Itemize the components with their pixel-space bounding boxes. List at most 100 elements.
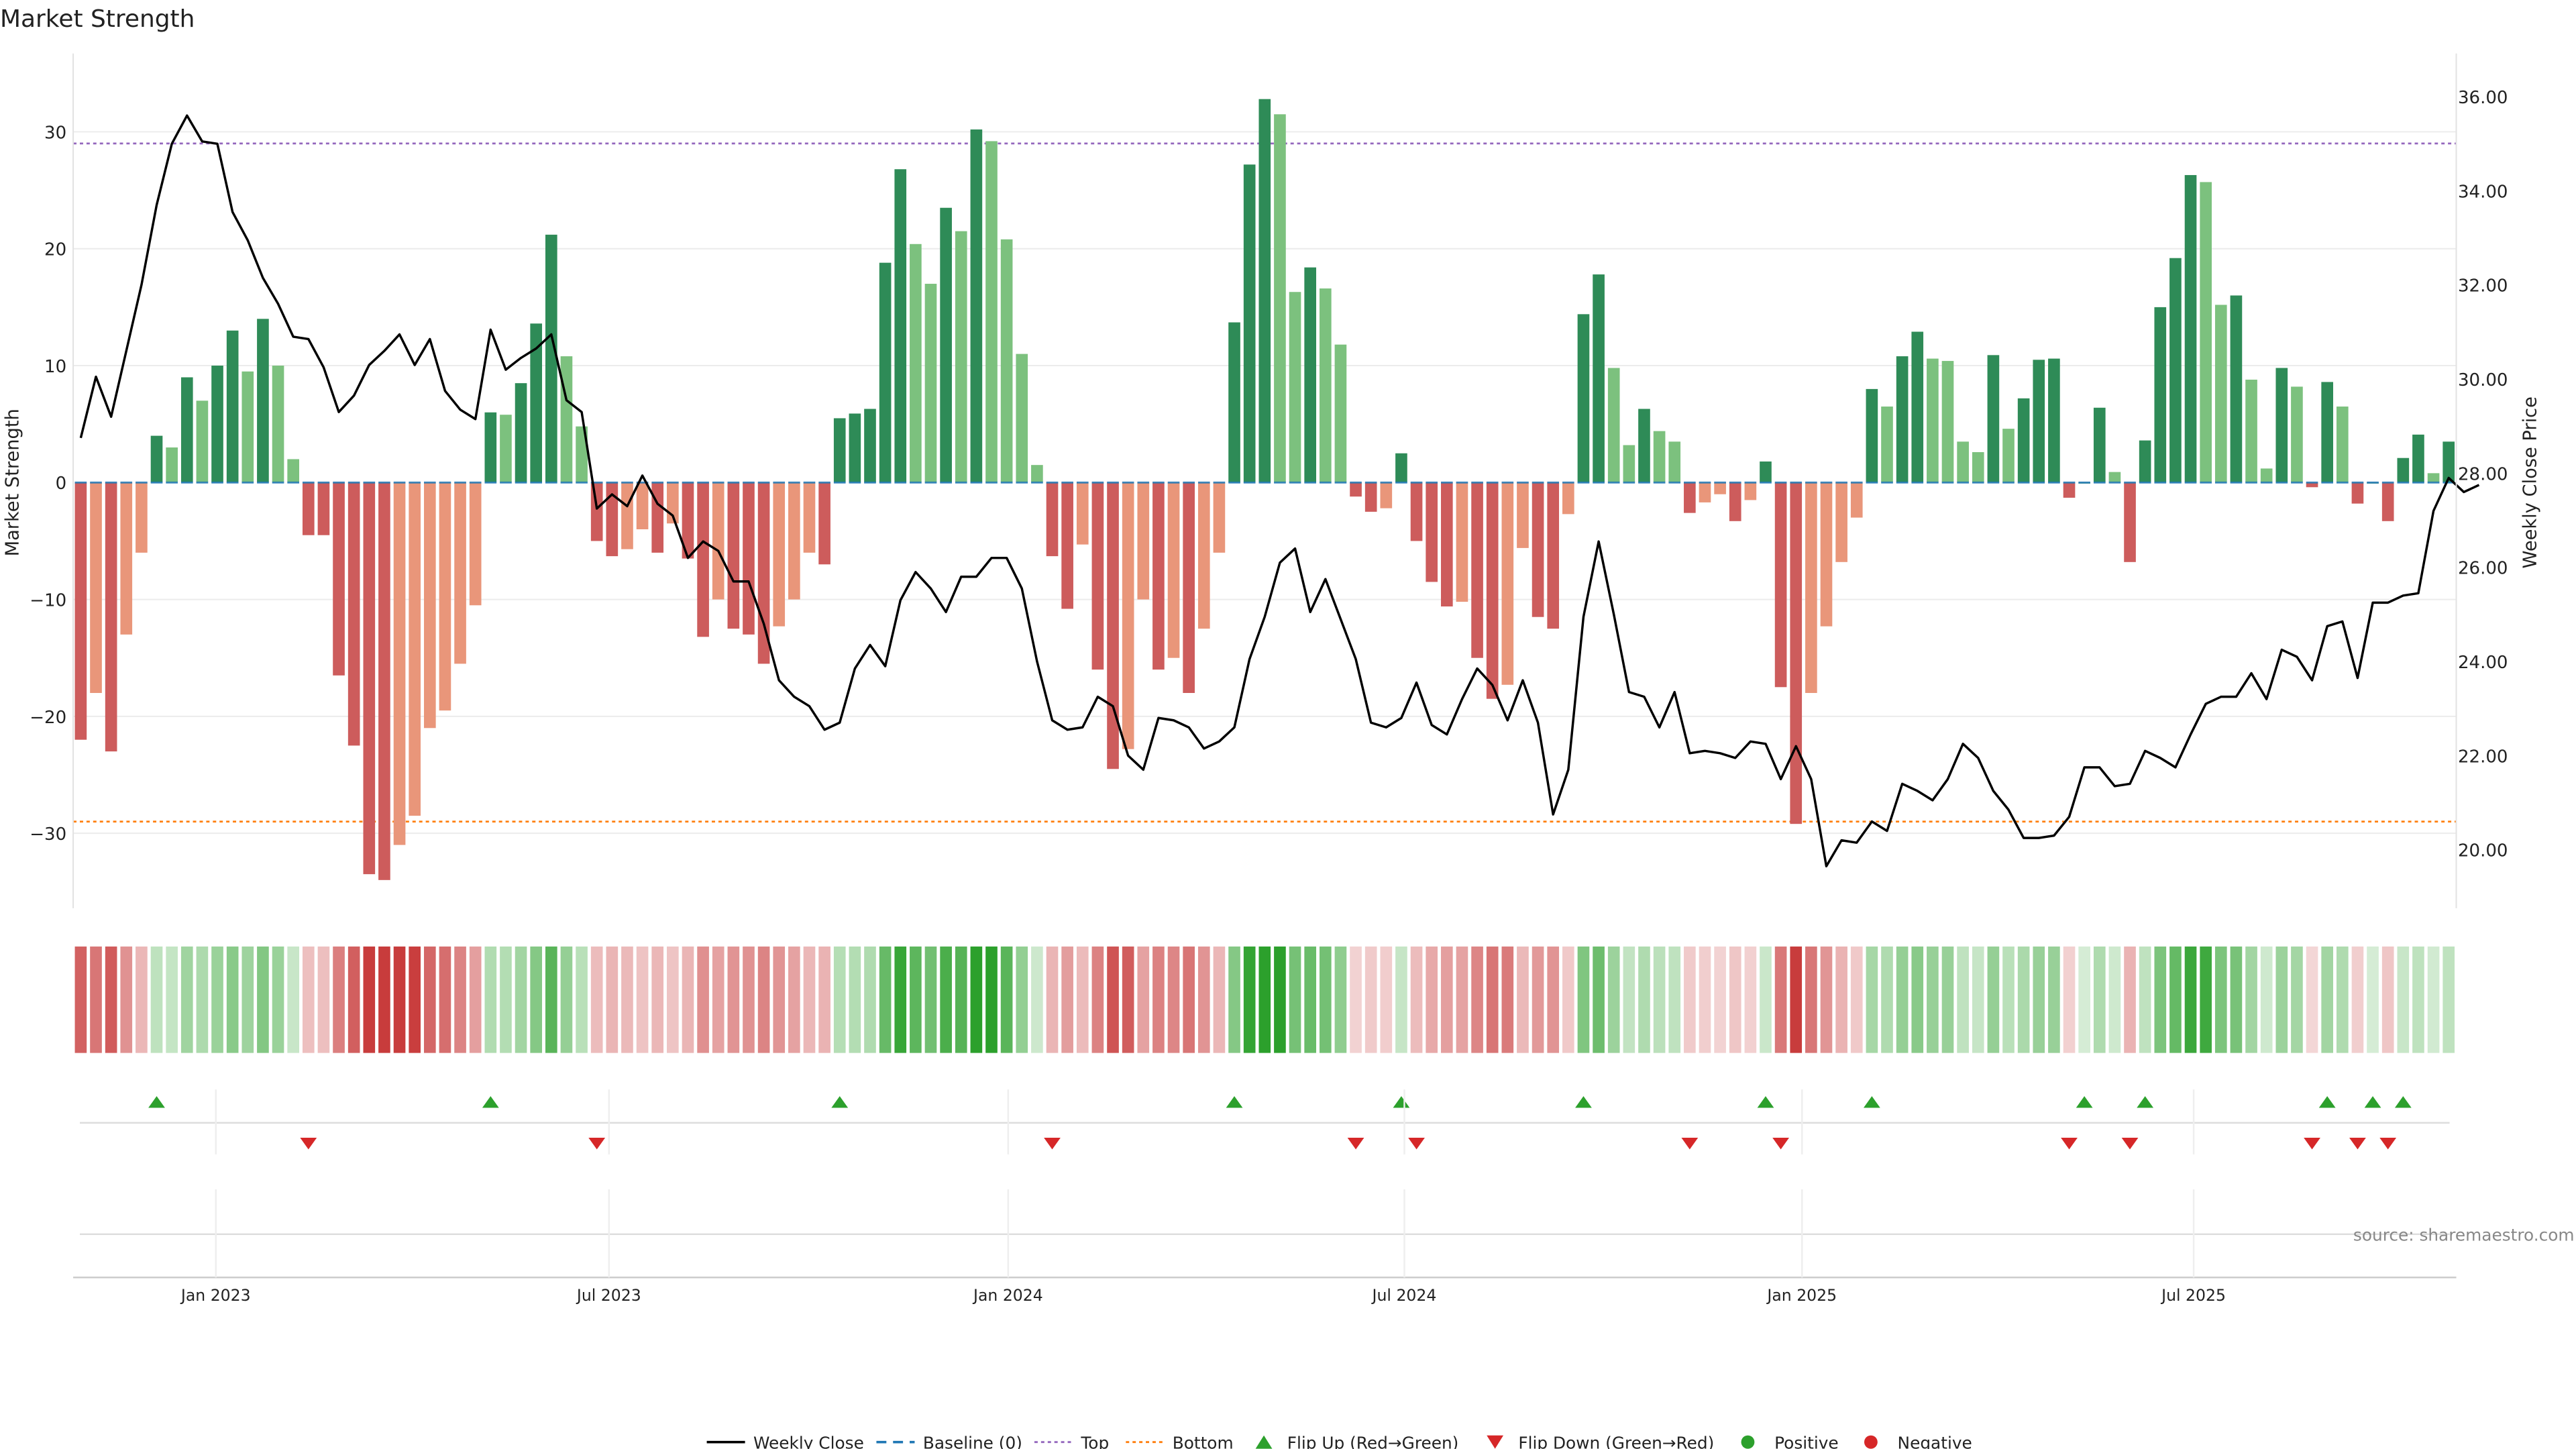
heat-cell-115 bbox=[1820, 946, 1833, 1053]
heat-cell-70 bbox=[1137, 946, 1150, 1053]
source-note: source: sharemaestro.com bbox=[2353, 1226, 2575, 1245]
strength-bar-144 bbox=[2260, 468, 2273, 483]
strength-bar-77 bbox=[1243, 164, 1256, 483]
flip-up-marker bbox=[2364, 1096, 2381, 1108]
legend-item: Bottom bbox=[1126, 1434, 1234, 1449]
heat-cell-87 bbox=[1395, 946, 1407, 1053]
heat-cell-42 bbox=[712, 946, 724, 1053]
strength-bar-155 bbox=[2427, 473, 2440, 483]
legend-label: Baseline (0) bbox=[923, 1434, 1022, 1449]
strength-bar-153 bbox=[2397, 458, 2410, 483]
heat-cell-129 bbox=[2033, 946, 2045, 1053]
legend-label: Negative bbox=[1898, 1434, 1972, 1449]
heat-cell-132 bbox=[2078, 946, 2090, 1053]
heat-cell-7 bbox=[180, 946, 193, 1053]
heat-cell-112 bbox=[1774, 946, 1787, 1053]
heat-cell-13 bbox=[272, 946, 284, 1053]
strength-bar-56 bbox=[924, 284, 937, 483]
flip-up-marker bbox=[1575, 1096, 1592, 1108]
heat-cell-147 bbox=[2306, 946, 2318, 1053]
heat-cell-113 bbox=[1790, 946, 1803, 1053]
heat-cell-14 bbox=[287, 946, 299, 1053]
heat-cell-9 bbox=[211, 946, 223, 1053]
heat-cell-52 bbox=[864, 946, 876, 1053]
strength-bar-71 bbox=[1152, 482, 1165, 670]
heat-cell-144 bbox=[2260, 946, 2273, 1053]
heat-cell-154 bbox=[2412, 946, 2424, 1053]
heat-cell-73 bbox=[1183, 946, 1195, 1053]
heat-cell-1 bbox=[90, 946, 102, 1053]
heat-cell-38 bbox=[651, 946, 664, 1053]
strength-bar-140 bbox=[2200, 182, 2212, 483]
strength-bar-101 bbox=[1607, 368, 1620, 483]
strength-bar-4 bbox=[136, 482, 148, 553]
strength-bar-22 bbox=[409, 482, 421, 816]
heat-cell-19 bbox=[363, 946, 376, 1053]
strength-bar-135 bbox=[2124, 482, 2136, 562]
strength-bar-86 bbox=[1380, 482, 1393, 508]
strength-bar-123 bbox=[1941, 361, 1954, 483]
weekly-close-polyline bbox=[79, 114, 2480, 867]
heat-cell-36 bbox=[621, 946, 633, 1053]
strength-bar-150 bbox=[2351, 482, 2364, 504]
heat-cell-47 bbox=[788, 946, 800, 1053]
strength-bar-35 bbox=[606, 482, 619, 557]
heat-cell-44 bbox=[743, 946, 755, 1053]
strength-bar-79 bbox=[1274, 114, 1286, 483]
strength-bar-120 bbox=[1896, 356, 1909, 483]
heat-cell-86 bbox=[1380, 946, 1393, 1053]
strength-bar-16 bbox=[317, 482, 330, 535]
flip-down-marker bbox=[2379, 1138, 2397, 1150]
flip-down-marker bbox=[300, 1138, 317, 1150]
heat-cell-95 bbox=[1517, 946, 1529, 1053]
strength-bar-67 bbox=[1091, 482, 1104, 670]
strength-bar-61 bbox=[1000, 239, 1013, 483]
strength-bar-99 bbox=[1577, 314, 1590, 483]
flip-down-marker bbox=[1347, 1138, 1364, 1150]
heat-cell-151 bbox=[2367, 946, 2379, 1053]
legend-item: Negative bbox=[1864, 1434, 1972, 1449]
strength-bar-32 bbox=[560, 356, 573, 483]
heat-cell-2 bbox=[105, 946, 117, 1053]
lower-panel bbox=[73, 1233, 2457, 1279]
strength-bar-62 bbox=[1016, 354, 1028, 483]
heat-cell-94 bbox=[1501, 946, 1514, 1053]
heat-cell-80 bbox=[1289, 946, 1301, 1053]
heat-cell-111 bbox=[1760, 946, 1772, 1053]
strength-bar-53 bbox=[879, 262, 892, 483]
flip-down-marker bbox=[1044, 1138, 1061, 1150]
strength-bar-30 bbox=[530, 323, 543, 483]
strength-bar-18 bbox=[347, 482, 360, 746]
strength-bar-85 bbox=[1364, 482, 1377, 512]
heat-cell-152 bbox=[2381, 946, 2394, 1053]
heat-cell-139 bbox=[2184, 946, 2197, 1053]
strength-bar-125 bbox=[1972, 451, 1984, 483]
heat-cell-24 bbox=[439, 946, 451, 1053]
legend-label: Top bbox=[1080, 1434, 1109, 1449]
heat-cell-119 bbox=[1881, 946, 1893, 1053]
y2-tick-label: 28.00 bbox=[2458, 464, 2508, 484]
strength-bar-74 bbox=[1197, 482, 1210, 629]
legend-swatch-flip-up bbox=[1255, 1435, 1273, 1449]
strength-bar-91 bbox=[1456, 482, 1468, 602]
strength-bar-17 bbox=[333, 482, 345, 676]
heat-cell-59 bbox=[970, 946, 983, 1053]
strength-bar-116 bbox=[1835, 482, 1847, 562]
strength-bar-88 bbox=[1410, 482, 1423, 541]
strength-bar-10 bbox=[226, 330, 239, 483]
heat-cell-92 bbox=[1471, 946, 1483, 1053]
strength-bar-111 bbox=[1760, 461, 1772, 483]
y2-tick-label: 26.00 bbox=[2458, 559, 2508, 579]
heat-cell-91 bbox=[1456, 946, 1468, 1053]
strength-bar-20 bbox=[378, 482, 390, 880]
heat-cell-124 bbox=[1957, 946, 1969, 1053]
flip-up-marker bbox=[148, 1096, 165, 1108]
y-tick-label: 10 bbox=[44, 357, 66, 377]
heat-cell-31 bbox=[545, 946, 557, 1053]
strength-bar-7 bbox=[180, 377, 193, 483]
strength-bar-107 bbox=[1699, 482, 1711, 502]
flip-down-marker bbox=[1408, 1138, 1425, 1150]
heat-cell-4 bbox=[136, 946, 148, 1053]
strength-bar-43 bbox=[727, 482, 740, 629]
